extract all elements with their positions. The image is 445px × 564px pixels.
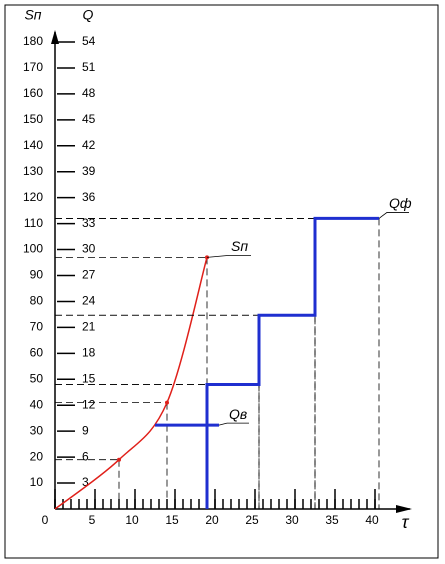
y-tick-label: 170: [23, 60, 43, 74]
y2-tick-label: 45: [82, 112, 96, 126]
series-label: Sп: [231, 238, 248, 254]
y-tick-label: 180: [23, 34, 43, 48]
y2-tick-label: 3: [82, 475, 89, 489]
series-label: Qф: [389, 195, 412, 211]
leader-line: [218, 422, 249, 426]
y2-tick-label: 12: [82, 397, 96, 411]
point: [117, 457, 121, 462]
x-tick-label: 40: [365, 513, 379, 527]
y-tick-label: 20: [30, 449, 44, 463]
x-tick-label: 5: [89, 513, 96, 527]
y2-tick-label: 9: [82, 423, 89, 437]
y2-tick-label: 18: [82, 346, 96, 360]
y-tick-label: 140: [23, 138, 43, 152]
y2-tick-label: 27: [82, 268, 96, 282]
y-tick-label: 150: [23, 112, 43, 126]
series-line: [54, 257, 208, 510]
y2-tick-label: 21: [82, 320, 96, 334]
y-arrow: [51, 30, 59, 44]
leader-line: [206, 254, 251, 258]
point: [165, 400, 169, 405]
y2-tick-label: 48: [82, 86, 96, 100]
y2-tick-label: 33: [82, 216, 96, 230]
y-tick-label: 160: [23, 86, 43, 100]
y2-tick-label: 36: [82, 190, 96, 204]
y-tick-label: 120: [23, 190, 43, 204]
y2-tick-label: 15: [82, 371, 96, 385]
series-line: [205, 216, 379, 509]
y2-tick-label: 54: [82, 34, 96, 48]
origin-label: 0: [42, 513, 49, 527]
y2-tick-label: 30: [82, 242, 96, 256]
y2-tick-label: 51: [82, 60, 96, 74]
x-tick-label: 20: [205, 513, 219, 527]
x-tick-label: 35: [325, 513, 339, 527]
y-tick-label: 60: [30, 346, 44, 360]
y-tick-label: 50: [30, 371, 44, 385]
y-tick-label: 70: [30, 320, 44, 334]
y-tick-label: 100: [23, 242, 43, 256]
y-tick-label: 130: [23, 164, 43, 178]
y-tick-label: 90: [30, 268, 44, 282]
x-tick-label: 30: [285, 513, 299, 527]
y2-tick-label: 6: [82, 449, 89, 463]
frame: [4, 4, 439, 559]
y-tick-label: 10: [30, 475, 44, 489]
x-tick-label: 10: [125, 513, 139, 527]
series-label: Qв: [229, 406, 247, 422]
x-tick-label: 15: [165, 513, 179, 527]
y-tick-label: 80: [30, 294, 44, 308]
leader-line: [378, 212, 409, 219]
y-tick-label: 110: [24, 216, 43, 230]
y-tick-label: 40: [30, 397, 44, 411]
y2-tick-label: 24: [82, 294, 96, 308]
y2-tick-label: 42: [82, 138, 96, 152]
x-arrow: [396, 505, 412, 513]
y-axis-title: Sп: [24, 7, 41, 23]
x-axis-title: τ: [402, 512, 410, 532]
y2-axis-title: Q: [83, 7, 94, 23]
y-tick-label: 30: [30, 423, 44, 437]
x-tick-label: 25: [245, 513, 259, 527]
y2-tick-label: 39: [82, 164, 96, 178]
